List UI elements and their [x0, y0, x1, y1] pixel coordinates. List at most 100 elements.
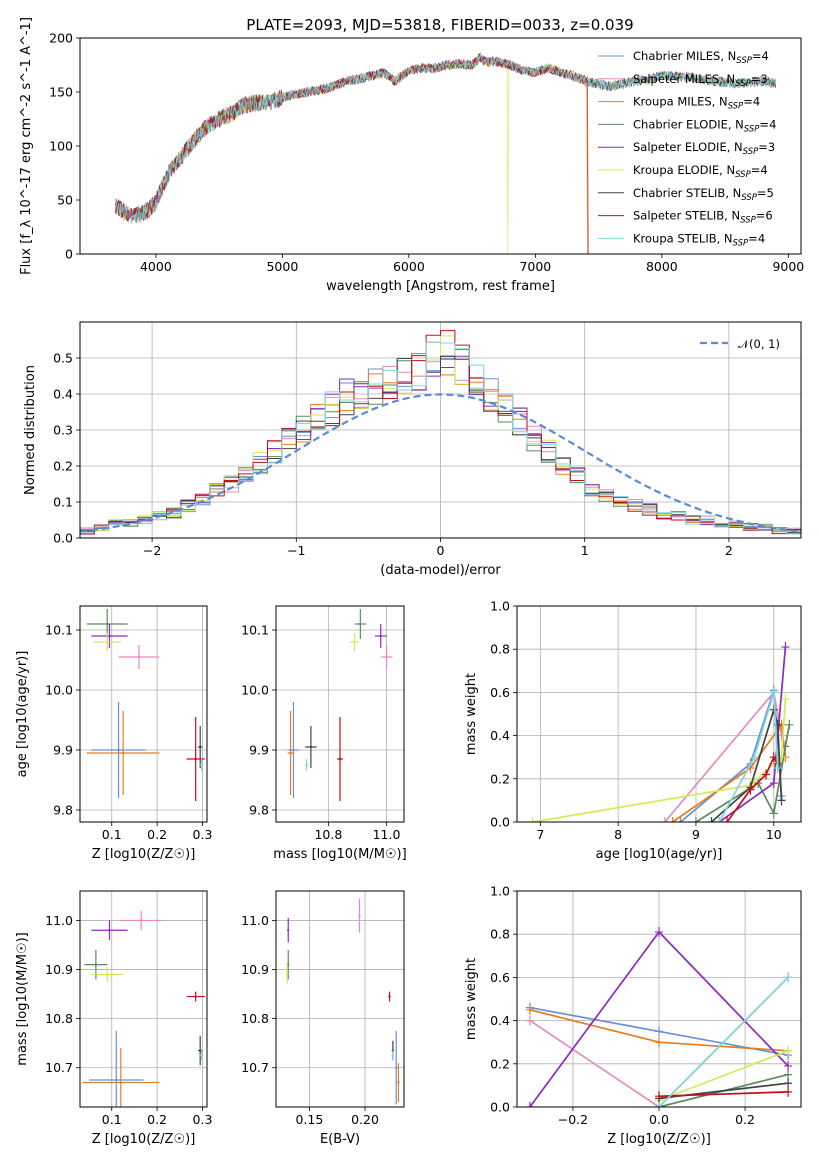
- x-tick-label: 0.2: [147, 1112, 167, 1127]
- legend-nssp: 3: [768, 140, 775, 154]
- x-tick-label: 9000: [772, 259, 804, 274]
- weight-marker-2-0: [525, 1004, 534, 1015]
- data-point-7: [388, 995, 391, 998]
- weight-line-8: [658, 976, 789, 1107]
- panel-mass-weight-vs-Z: −0.2 0.0 0.2 0.0 0.2 0.4 0.6 0.8 1.0 Z [log10(Z/Z…: [464, 884, 802, 1147]
- y-tick-label: 0.6: [490, 685, 510, 700]
- y-axis-label: mass weight: [464, 958, 479, 1040]
- weight-marker-7-2: [761, 769, 770, 780]
- plot-area: [86, 609, 205, 801]
- y-tick-label: 0.6: [490, 970, 510, 985]
- x-tick-label: 0.1: [102, 1112, 122, 1127]
- legend-nssp: 6: [765, 209, 772, 223]
- y-tick-label: 10.9: [241, 962, 269, 977]
- y-axis-label: Flux [f_λ 10^-17 erg cm^-2 s^-1 A^-1]: [19, 17, 34, 275]
- x-tick-label: 7: [536, 827, 544, 842]
- y-tick-label: 9.8: [53, 803, 73, 818]
- axes-frame: [275, 890, 405, 1108]
- legend-nssp: 4: [760, 163, 767, 177]
- y-tick-label: 0.8: [490, 642, 510, 657]
- legend-eq: =: [756, 209, 766, 223]
- y-tick-label: 0.1: [53, 495, 73, 510]
- data-point-2: [397, 1081, 400, 1084]
- data-point-1: [385, 655, 388, 659]
- y-tick-label: 9.8: [249, 803, 269, 818]
- normal-curve: [80, 393, 801, 533]
- weight-line-2: [672, 722, 787, 822]
- y-tick-label: 0.4: [490, 1013, 510, 1028]
- x-tick-label: 6000: [393, 259, 425, 274]
- legend-eq: =: [758, 140, 768, 154]
- y-axis-label: mass weight: [464, 673, 479, 755]
- legend-subscript: SSP: [735, 170, 751, 180]
- y-axis-label: Normed distribution: [23, 365, 38, 495]
- data-point-5: [353, 640, 356, 644]
- legend-label: Chabrier MILES, NSSP=4: [633, 49, 769, 66]
- y-tick-label: 0.8: [490, 927, 510, 942]
- axes-frame: [516, 605, 802, 823]
- legend-eq: =: [751, 163, 761, 177]
- data-point-1: [140, 919, 143, 922]
- y-tick-label: 10.8: [241, 1011, 269, 1026]
- legend-sep: , N: [728, 117, 744, 131]
- legend-label: Salpeter ELODIE, NSSP=3: [633, 140, 775, 157]
- legend-series-name: Kroupa ELODIE: [633, 163, 719, 177]
- panel-residuals: −2 −1 0 1 2 0.0 0.1 0.2 0.3 0.4 0.5 (data-model)/er…: [23, 321, 802, 578]
- x-axis-label: E(B-V): [320, 1132, 360, 1147]
- data-point-0: [117, 748, 120, 752]
- data-point-8: [200, 1054, 203, 1057]
- axes-frame: [516, 890, 802, 1108]
- data-point-3: [106, 622, 109, 626]
- x-tick-label: 0.15: [295, 1112, 323, 1127]
- weight-marker-6-4: [777, 795, 786, 806]
- weight-marker-8-0: [715, 817, 724, 822]
- y-tick-label: 50: [57, 193, 73, 208]
- legend-sep: , N: [717, 231, 733, 245]
- y-tick-label: 1.0: [490, 884, 510, 899]
- x-tick-label: 0.2: [735, 1112, 755, 1127]
- weight-marker-1-0: [660, 817, 669, 822]
- data-point-4: [108, 929, 111, 932]
- legend-label: Chabrier STELIB, NSSP=5: [633, 186, 774, 203]
- data-point-3: [359, 622, 362, 626]
- legend-eq: =: [752, 49, 762, 63]
- x-tick-label: 1: [581, 543, 589, 558]
- legend-nssp: 4: [758, 231, 765, 245]
- legend-sep: , N: [719, 163, 735, 177]
- y-tick-label: 0.0: [490, 1100, 510, 1115]
- plot-area: [528, 642, 794, 822]
- axes-frame: [79, 37, 802, 255]
- x-tick-label: 0.2: [147, 827, 167, 842]
- legend-nssp: 4: [769, 117, 776, 131]
- legend-label: Kroupa ELODIE, NSSP=4: [633, 163, 768, 180]
- weight-marker-2-0: [668, 817, 677, 822]
- data-point-8: [200, 763, 203, 767]
- y-axis-label: mass [log10(M/M☉)]: [15, 932, 30, 1065]
- weight-line-7: [658, 1091, 789, 1098]
- y-tick-label: 0: [65, 247, 73, 262]
- weight-marker-7-0: [655, 1091, 663, 1102]
- weight-marker-7-1: [746, 784, 755, 795]
- data-point-7: [194, 995, 197, 998]
- y-tick-label: 10.1: [241, 623, 269, 638]
- x-tick-label: 0.3: [193, 1112, 213, 1127]
- x-axis-label: Z [log10(Z/Z☉)]: [92, 1132, 196, 1147]
- y-tick-label: 0.0: [53, 531, 73, 546]
- weight-marker-5-1: [784, 1045, 793, 1056]
- weight-marker-8-3: [773, 763, 782, 773]
- legend-series-name: Chabrier MILES: [633, 49, 720, 63]
- data-point-3: [94, 963, 98, 966]
- data-point-6: [198, 1049, 202, 1052]
- weight-marker-2-1: [655, 1037, 663, 1048]
- data-point-2: [289, 751, 292, 755]
- axes-frame: [79, 605, 208, 823]
- x-tick-label: 9: [692, 827, 700, 842]
- x-tick-label: 0.3: [193, 827, 213, 842]
- weight-marker-4-0: [525, 1102, 534, 1107]
- data-point-2: [121, 751, 125, 755]
- x-tick-label: 11.0: [373, 827, 401, 842]
- legend-subscript: SSP: [741, 193, 757, 203]
- y-tick-label: 0.2: [53, 459, 73, 474]
- data-point-4: [379, 634, 382, 638]
